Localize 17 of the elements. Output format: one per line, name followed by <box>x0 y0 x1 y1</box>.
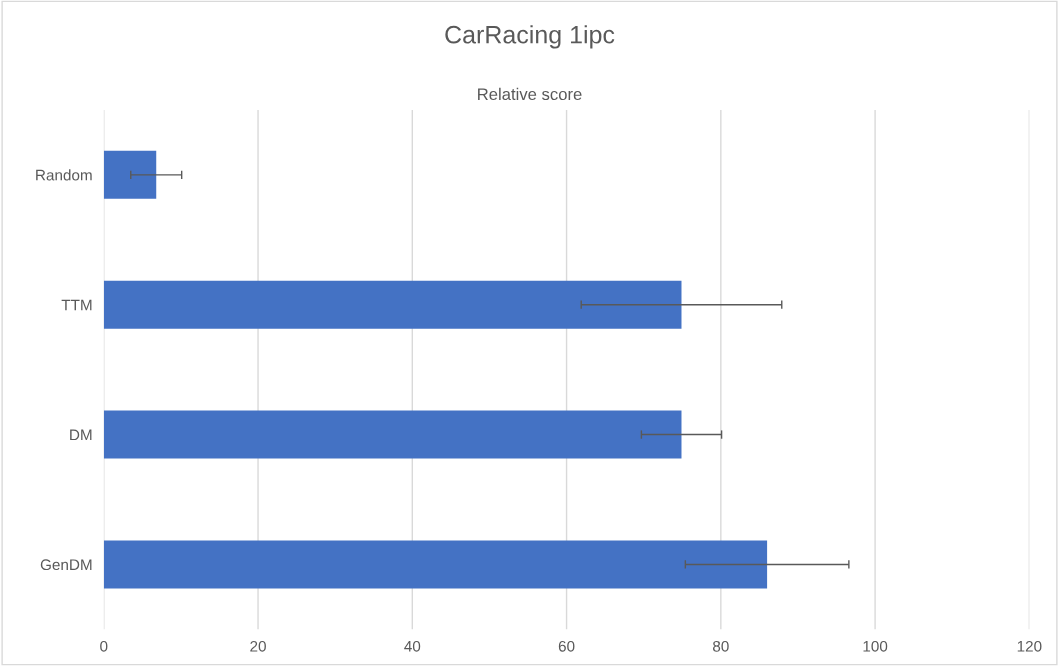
y-tick-label: DM <box>70 429 92 441</box>
y-tick-label: TTM <box>61 299 92 311</box>
bar <box>103 150 157 199</box>
chart-subtitle: Relative score <box>478 87 582 101</box>
bar <box>103 410 682 459</box>
bar <box>103 540 768 589</box>
x-tick-label: 40 <box>404 640 421 652</box>
y-tick-label: GenDM <box>40 559 92 571</box>
x-tick-label: 20 <box>250 640 266 652</box>
x-tick-label: 60 <box>558 640 575 652</box>
x-tick-label: 120 <box>1017 640 1042 652</box>
x-tick-label: 0 <box>100 640 108 652</box>
x-tick-label: 80 <box>712 640 729 652</box>
x-tick-label: 100 <box>863 640 888 652</box>
bar <box>103 280 682 329</box>
y-tick-label: Random <box>36 169 92 181</box>
chart-title: CarRacing 1ipc <box>445 25 615 49</box>
